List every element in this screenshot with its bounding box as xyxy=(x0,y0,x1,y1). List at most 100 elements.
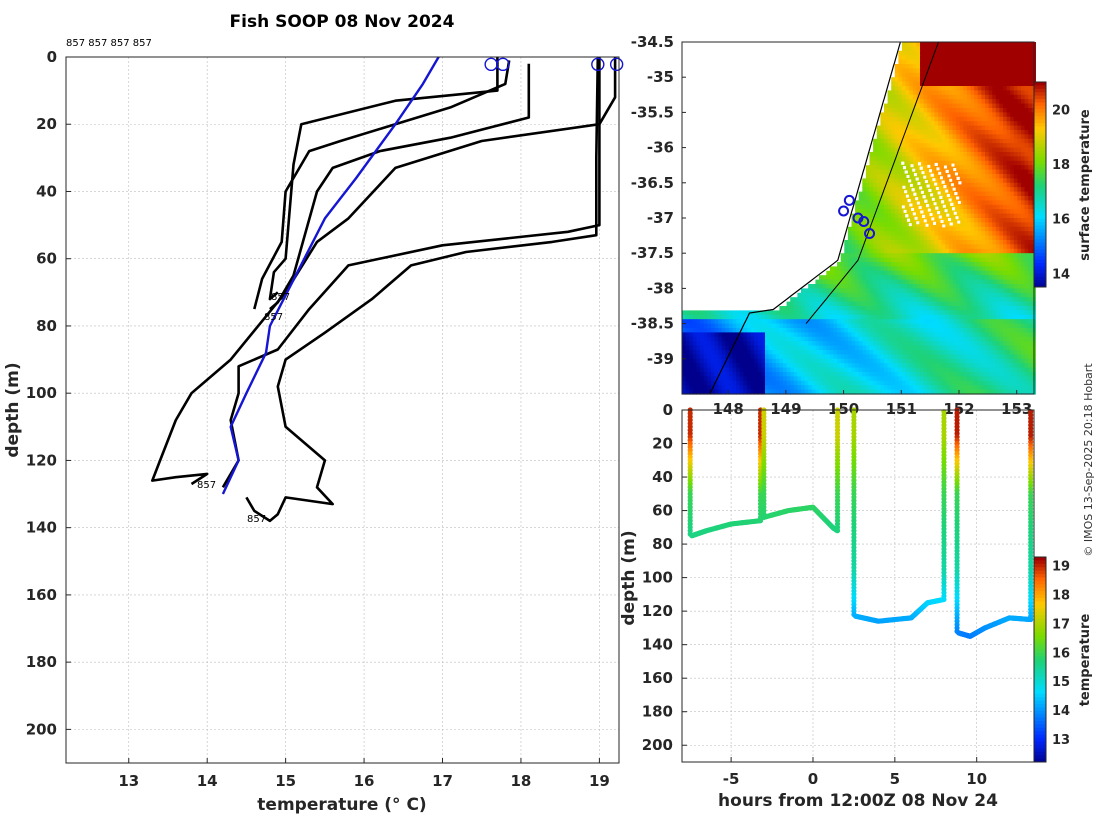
sst-cell xyxy=(837,385,842,391)
sst-cell xyxy=(938,108,943,113)
sst-cell xyxy=(873,288,878,294)
sst-cell xyxy=(916,152,921,157)
sst-cell xyxy=(952,257,957,263)
sst-cell xyxy=(884,222,889,228)
sst-cell xyxy=(952,222,957,228)
sst-cell xyxy=(808,284,813,289)
sst-cell xyxy=(1003,328,1008,333)
sst-cell xyxy=(837,292,842,298)
sst-cell xyxy=(952,279,957,285)
sst-cell xyxy=(985,204,990,210)
sst-cell xyxy=(894,301,899,307)
sst-cell xyxy=(714,363,719,369)
sst-cell xyxy=(858,376,863,382)
sst-cell xyxy=(779,332,784,338)
sst-cell xyxy=(739,323,744,329)
sst-cell xyxy=(898,385,903,391)
sst-cell xyxy=(985,376,990,382)
sst-cell xyxy=(974,169,979,175)
sst-cell xyxy=(873,231,878,237)
sst-cell xyxy=(876,301,881,307)
sst-cell xyxy=(793,367,798,373)
sst-cell xyxy=(1006,310,1011,316)
sst-cell xyxy=(1013,68,1018,74)
sst-cell xyxy=(865,169,871,175)
sst-cell xyxy=(869,306,874,311)
sst-cell xyxy=(970,297,975,303)
sst-cell xyxy=(692,385,697,391)
sst-cell xyxy=(732,332,737,338)
sst-cell xyxy=(822,279,827,285)
sst-cell xyxy=(1021,240,1026,245)
sst-cell xyxy=(912,354,917,360)
sst-cell xyxy=(970,292,975,298)
sst-cell xyxy=(880,134,885,140)
sst-cell xyxy=(988,301,993,307)
sst-cell xyxy=(905,86,910,91)
sst-cell xyxy=(710,350,716,355)
sst-cell xyxy=(995,147,1000,153)
sst-cell xyxy=(869,165,874,171)
sst-cell xyxy=(1024,50,1029,56)
sst-cell xyxy=(927,50,932,56)
sst-cell xyxy=(988,59,993,65)
sst-cell xyxy=(739,319,744,325)
sst-cell xyxy=(930,68,936,74)
sst-cell xyxy=(995,50,1000,56)
sst-cell xyxy=(905,314,910,320)
sst-cell xyxy=(736,345,741,351)
sst-cell xyxy=(966,125,972,131)
sst-cell xyxy=(916,279,921,285)
sst-cell xyxy=(999,292,1004,298)
sst-cell xyxy=(916,125,921,131)
sst-cell xyxy=(902,389,907,395)
sst-cell xyxy=(898,103,903,109)
sst-cell xyxy=(970,86,975,91)
sst-cell xyxy=(739,363,744,369)
sst-cell xyxy=(985,328,990,333)
sst-cell xyxy=(963,323,968,329)
sst-cell xyxy=(981,226,986,232)
sst-cell xyxy=(1010,240,1015,245)
sst-cell xyxy=(728,332,734,338)
sst-cell xyxy=(948,284,954,289)
sst-cell xyxy=(1003,165,1008,171)
sst-cell xyxy=(934,345,939,351)
sst-cell xyxy=(923,68,928,74)
sst-cell xyxy=(963,266,968,272)
sst-cell xyxy=(898,81,903,87)
sst-cell xyxy=(952,363,957,369)
sst-cell xyxy=(750,336,755,342)
sst-cell xyxy=(995,248,1000,254)
sst-cell xyxy=(880,116,885,122)
sst-cell xyxy=(1006,182,1011,188)
sst-cell xyxy=(923,213,928,219)
sst-cell xyxy=(959,103,964,109)
sst-cell xyxy=(783,389,788,395)
sst-cell xyxy=(927,345,932,351)
sst-cell xyxy=(894,94,899,100)
sst-cell xyxy=(692,354,697,360)
sst-cell xyxy=(902,222,907,228)
sst-cell xyxy=(909,200,914,206)
sst-cell xyxy=(869,187,874,193)
sst-cell xyxy=(801,376,806,382)
sst-cell xyxy=(1024,235,1029,241)
sst-cell xyxy=(945,363,950,369)
sst-cell xyxy=(898,248,903,254)
sst-cell xyxy=(941,284,946,289)
sst-cell xyxy=(815,314,820,320)
sst-cell xyxy=(920,50,925,56)
sst-cell xyxy=(941,218,946,223)
sst-cell xyxy=(909,248,914,254)
sst-cell xyxy=(985,68,990,74)
sst-cell xyxy=(869,169,874,175)
sst-cell xyxy=(765,372,770,377)
sst-cell xyxy=(981,248,986,254)
sst-cell xyxy=(1010,332,1015,338)
sst-cell xyxy=(829,314,835,320)
sst-cell xyxy=(873,301,878,307)
sst-cell xyxy=(992,292,997,298)
sst-cell xyxy=(952,288,957,294)
sst-cell xyxy=(912,372,917,377)
